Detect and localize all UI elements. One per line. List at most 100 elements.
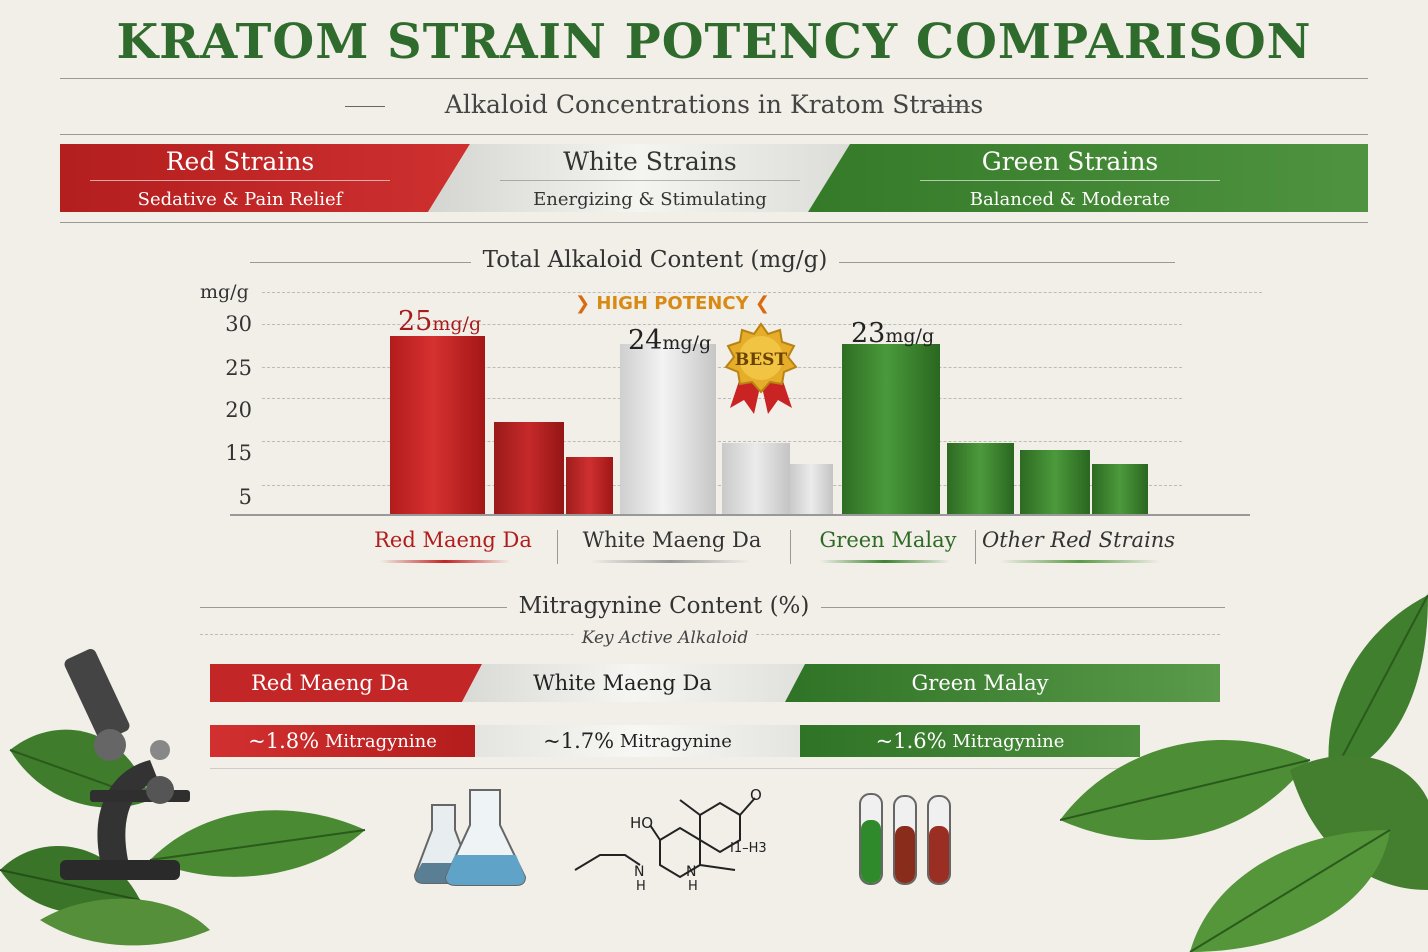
red-strains-name: Red Strains (165, 146, 315, 176)
bar-red-1 (390, 336, 485, 514)
subtitle-divider (60, 134, 1368, 135)
red-strains-rule (90, 179, 390, 181)
value-label-green-number: 23 (851, 318, 886, 349)
category-separator (975, 530, 976, 564)
bar-green-4 (1092, 464, 1148, 514)
y-tick-15: 15 (225, 441, 252, 465)
leaf-icon (40, 898, 210, 946)
red-band-shape (60, 144, 470, 212)
mitragynine-red-unit: Mitragynine (324, 730, 437, 752)
leaf-icon (1189, 829, 1391, 952)
category-underline (1000, 560, 1160, 563)
category-label: Green Malay (819, 528, 957, 552)
value-label-white-unit: mg/g (662, 332, 712, 354)
category-underline (590, 560, 750, 563)
flame-right-icon: ❮ (754, 293, 770, 314)
mitragynine-red-name: Red Maeng Da (251, 671, 409, 695)
bands-divider (60, 222, 1368, 223)
white-strains-band: White Strains Energizing & Stimulating (450, 140, 850, 216)
mitragynine-red-value-bar (210, 725, 475, 757)
page-title: KRATOM STRAIN POTENCY COMPARISON (116, 14, 1312, 70)
value-label-red-number: 25 (398, 306, 433, 337)
red-strains-effect: Sedative & Pain Relief (137, 188, 343, 210)
best-badge-text: BEST (735, 350, 788, 370)
molecule-label: H (636, 879, 646, 894)
molecule-label: N (634, 864, 644, 880)
subtitle-dash-left (345, 106, 385, 107)
y-tick-5: 5 (238, 485, 252, 509)
mitragynine-green-value: ~1.6% Mitragynine (800, 725, 1140, 757)
test-tubes-icon (859, 793, 951, 885)
value-label-red-unit: mg/g (432, 313, 482, 335)
microscope-icon (60, 649, 190, 880)
mitragynine-white-name: White Maeng Da (533, 671, 712, 695)
molecule-label: H (688, 879, 698, 894)
value-label-green-unit: mg/g (885, 325, 935, 347)
value-label-white: 24mg/g (628, 325, 711, 356)
mitragynine-red-percent: ~1.8% (248, 729, 320, 753)
mitragynine-title-wrap: Mitragynine Content (%) (0, 593, 1328, 619)
flasks-icon (413, 789, 527, 886)
chart-title: Total Alkaloid Content (mg/g) (470, 247, 840, 273)
page-subtitle: Alkaloid Concentrations in Kratom Strain… (444, 90, 984, 119)
green-strains-rule (920, 179, 1220, 181)
category-label: Red Maeng Da (374, 528, 532, 552)
mitragynine-green-percent: ~1.6% (875, 729, 947, 753)
high-potency-annotation: ❯ HIGH POTENCY ❮ (575, 293, 770, 314)
green-strains-band: Green Strains Balanced & Moderate (870, 140, 1270, 216)
y-tick-25: 25 (225, 356, 252, 380)
bar-white-1 (620, 344, 716, 514)
chart-title-wrap: Total Alkaloid Content (mg/g) (0, 247, 1310, 273)
mitragynine-subtitle-wrap: Key Active Alkaloid (0, 628, 1330, 648)
bar-white-3 (790, 464, 833, 514)
mitragynine-white-percent: ~1.7% (543, 729, 615, 753)
bar-green-3 (1020, 450, 1090, 514)
best-badge-icon: BEST (724, 322, 798, 414)
bar-green-2 (947, 443, 1014, 514)
mitragynine-strip-bg (210, 664, 1220, 702)
leaf-icon (149, 810, 366, 877)
molecule-label: N (686, 864, 696, 880)
grid-line (262, 367, 1182, 368)
molecule-structure-icon: HO O N H N H I1–H3 (574, 786, 767, 894)
y-tick-30: 30 (225, 312, 252, 336)
value-label-white-number: 24 (628, 325, 663, 356)
bar-white-2 (722, 443, 790, 514)
value-label-green: 23mg/g (851, 318, 934, 349)
grid-line (262, 398, 1182, 399)
category-label: Other Red Strains (982, 528, 1176, 552)
grid-line (262, 441, 1182, 442)
green-band-shape (808, 144, 1368, 212)
leaf-icon (1060, 740, 1311, 840)
category-underline (380, 560, 510, 563)
mitragynine-white-unit: Mitragynine (619, 730, 732, 752)
category-underline (820, 560, 950, 563)
mitragynine-white-value: ~1.7% Mitragynine (475, 725, 800, 757)
mitragynine-bottom-rule (210, 768, 1140, 769)
mitragynine-green-unit: Mitragynine (952, 730, 1065, 752)
flame-left-icon: ❯ (575, 293, 591, 314)
molecule-label: O (750, 786, 762, 804)
mitragynine-green-name: Green Malay (911, 671, 1049, 695)
y-tick-20: 20 (225, 398, 252, 422)
high-potency-text: HIGH POTENCY (596, 293, 749, 314)
mitragynine-green-value-bar (800, 725, 1140, 757)
category-label: White Maeng Da (582, 528, 762, 552)
grid-line (262, 324, 1182, 325)
mitragynine-title: Mitragynine Content (%) (506, 593, 822, 619)
bar-red-2 (494, 422, 564, 514)
mitragynine-white-value-bar (475, 725, 800, 757)
white-strains-rule (500, 179, 800, 181)
mitragynine-red-value: ~1.8% Mitragynine (210, 725, 475, 757)
x-axis-baseline (230, 514, 1250, 516)
right-leaves-illustration (1060, 594, 1428, 952)
red-strains-band: Red Strains Sedative & Pain Relief (60, 140, 420, 216)
category-separator (557, 530, 558, 564)
white-strains-effect: Energizing & Stimulating (533, 188, 767, 210)
leaf-icon (1290, 755, 1428, 890)
bar-red-3 (566, 457, 613, 514)
leaf-icon (1328, 594, 1428, 781)
subtitle-dash-right (930, 106, 970, 107)
value-label-red: 25mg/g (398, 306, 481, 337)
